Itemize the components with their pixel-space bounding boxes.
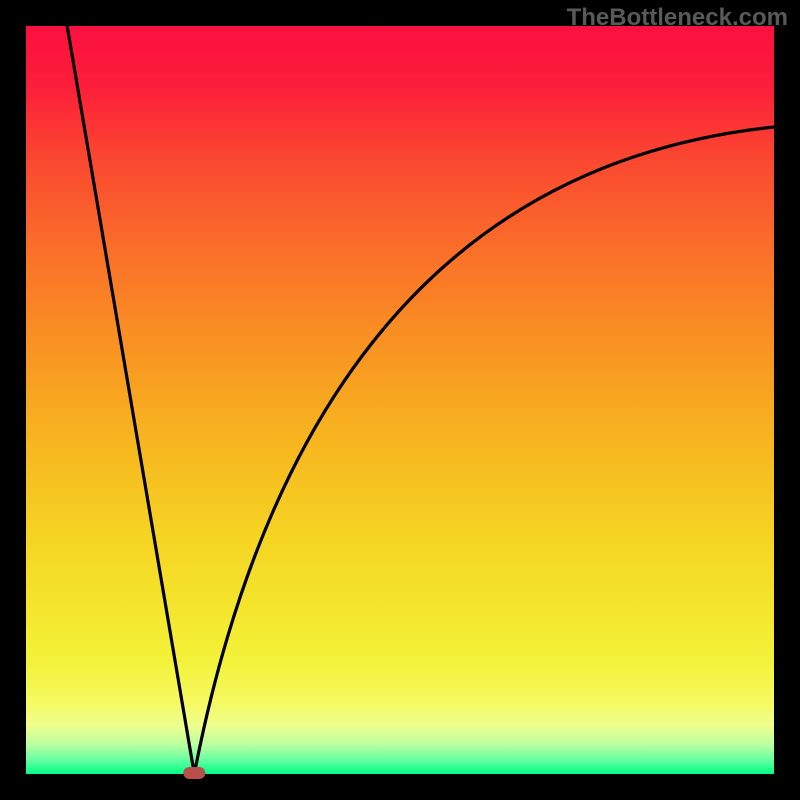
chart-stage: TheBottleneck.com (0, 0, 800, 800)
minimum-marker (183, 767, 205, 779)
chart-svg (0, 0, 800, 800)
plot-gradient-background (26, 26, 774, 774)
